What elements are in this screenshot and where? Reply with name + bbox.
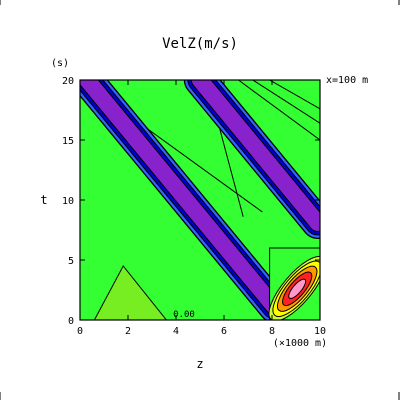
y-axis: 0 5 10 15 20 [62,76,320,327]
y-tick-label-0: 0 [68,316,74,327]
chart-title: VelZ(m/s) [162,36,238,52]
contour-mound [93,265,168,320]
x-tick-label-0: 0 [77,326,83,337]
x-axis: 0 2 4 6 8 10 [77,80,326,337]
trough-band-1 [80,80,291,320]
x-tick-label-3: 6 [221,326,227,337]
y-tick-label-1: 5 [68,256,74,267]
contour-line-4 [269,80,320,110]
y-tick-label-4: 20 [62,76,74,87]
trough-band-2-level-6 [191,80,320,231]
contour-value-label: 0.00 [173,310,195,320]
y-unit-label: (s) [51,58,69,69]
trough-band-2 [183,80,320,240]
y-tick-label-3: 15 [62,136,74,147]
crest-cell [268,247,320,320]
plot-area [80,80,320,320]
x-tick-label-1: 2 [125,326,131,337]
x-unit-label: (×1000 m) [273,338,327,349]
contour-line-2 [238,80,320,141]
y-axis-label: t [40,193,47,207]
contour-line-3 [252,80,320,124]
x-tick-label-5: 10 [314,326,326,337]
crest-cell-ring-5 [288,278,307,299]
contour-features [80,80,320,320]
x-annotation: x=100 m [326,75,368,86]
x-tick-label-4: 8 [269,326,275,337]
trough-band-1-level-6 [80,80,283,315]
y-tick-label-2: 10 [62,196,74,207]
x-tick-label-2: 4 [173,326,179,337]
x-axis-label: z [196,357,203,371]
